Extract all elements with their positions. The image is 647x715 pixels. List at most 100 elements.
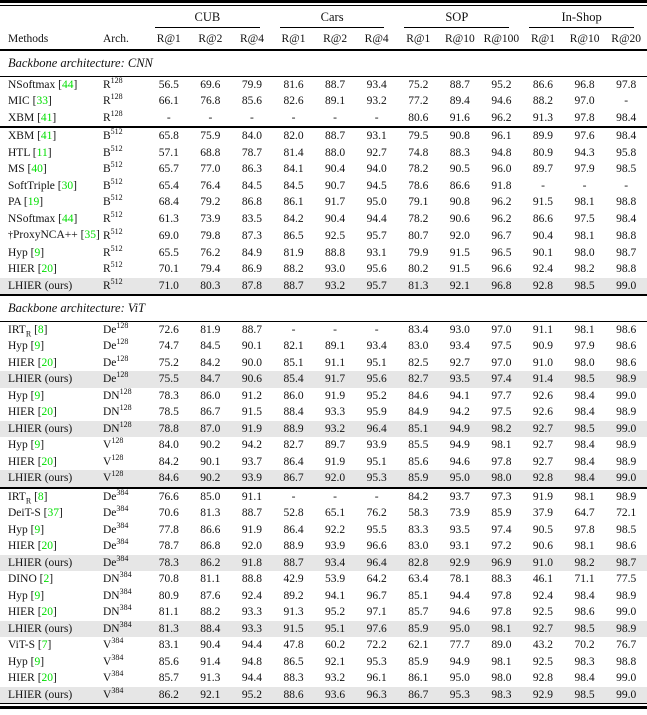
value-cell: 37.9 [532,507,554,519]
value-cell: 82.0 [283,130,304,142]
value-cell: 91.3 [200,672,221,684]
value-cell: 86.6 [532,78,554,91]
value-cell: 90.4 [532,229,554,242]
value-cell: 78.1 [449,573,470,585]
value-cell: 80.9 [532,146,554,159]
method-cell: IRTR [8] [8,490,48,505]
value-cell: 98.5 [616,523,637,536]
table-row: †ProxyNCA++ [35] R512 69.0 79.8 87.3 86.5 92.5… [0,227,647,245]
value-cell: 86.7 [272,470,315,489]
group-header-inshop: In-Shop [522,6,647,28]
table-row: LHIER (ours) De128 75.5 84.7 90.6 85.4 91.7 95.… [0,371,647,388]
value-cell: 83.3 [408,523,429,536]
value-cell: 98.5 [563,686,606,703]
value-cell: 93.9 [325,540,346,552]
arch-cell: V128 [102,470,148,489]
arch-cell: DN384 [103,604,132,618]
value-cell: 94.6 [449,606,470,618]
value-cell: 96.3 [355,686,398,703]
value-cell: 92.8 [522,277,564,295]
value-cell: 83.1 [158,639,179,651]
method-cell: LHIER (ours) [0,277,102,295]
value-cell: 61.3 [158,212,179,225]
value-cell: 81.3 [397,277,440,295]
citation-ref: 11 [36,146,48,159]
value-cell: 98.8 [616,229,637,242]
value-cell: 97.7 [491,389,512,402]
arch-cell: DN128 [103,404,132,418]
value-cell: 82.1 [283,340,304,352]
table-row: Hyp [9] DN128 78.3 86.0 91.2 86.0 91.9 95.2 84.6… [0,388,647,405]
value-cell: 68.8 [200,146,221,159]
value-cell: 96.5 [491,246,512,259]
citation-ref: 9 [34,523,41,536]
value-cell: 96.2 [491,212,512,225]
arch-dim-superscript: 128 [119,420,132,429]
value-cell: 93.9 [366,439,387,451]
col-header-cub-r4: R@4 [239,32,264,45]
citation-ref: 19 [27,196,40,208]
value-cell: 88.7 [241,323,262,336]
value-cell: 91.0 [522,554,564,571]
arch-cell: DN384 [103,587,132,602]
value-cell: 82.7 [397,371,440,388]
value-cell: 94.9 [439,420,481,437]
method-cell: XBM [41] [8,130,57,142]
citation-ref: 9 [34,589,41,602]
citation-ref: 7 [41,639,48,651]
value-cell: 98.4 [563,470,606,489]
citation-ref: 20 [41,406,54,418]
value-cell: 95.2 [366,389,387,402]
arch-cell: R512 [103,261,123,275]
value-cell: 91.5 [449,263,470,275]
table-row: XBM [41] B512 65.8 75.9 84.0 82.0 88.7 93.1 79.5… [0,127,647,145]
arch-dim-superscript: 512 [110,127,123,137]
value-cell: 73.9 [200,212,221,225]
value-cell: 85.0 [200,490,221,503]
value-cell: 98.6 [616,323,637,336]
method-cell: Hyp [9] [8,340,45,352]
value-cell: 81.6 [283,78,304,91]
value-cell: - [374,490,379,503]
table-row: Hyp [9] V128 84.0 90.2 94.2 82.7 89.7 93.9 85.5 9… [0,437,647,454]
value-cell: 52.8 [283,507,304,519]
value-cell: 99.0 [616,389,637,402]
value-cell: 98.4 [574,455,595,468]
value-cell: 92.1 [189,686,232,703]
value-cell: 88.9 [283,540,304,552]
value-cell: 90.2 [200,439,221,451]
value-cell: 92.4 [241,589,262,602]
value-cell: 96.6 [366,540,387,552]
citation-ref: 41 [40,130,53,142]
value-cell: 82.8 [397,554,440,571]
value-cell: 85.1 [408,589,429,602]
value-cell: 79.8 [200,229,221,242]
value-cell: 89.0 [491,639,512,651]
value-cell: 98.7 [605,554,647,571]
table-row: MIC [33] R128 66.1 76.8 85.6 82.6 89.1 93.2 77.2… [0,93,647,110]
arch-cell: B512 [103,161,123,175]
value-cell: 85.6 [158,655,179,668]
value-cell: 86.4 [283,523,304,536]
value-cell: 99.0 [605,686,647,703]
value-cell: 98.1 [574,196,595,208]
table-row: Hyp [9] DN384 80.9 87.6 92.4 89.2 94.1 96.7 85.1… [0,588,647,605]
value-cell: 85.4 [272,371,315,388]
arch-cell: V384 [103,637,124,651]
value-cell: 64.7 [574,507,595,519]
value-cell: 96.8 [480,277,523,295]
col-header-inshop-r20: R@20 [611,32,642,45]
arch-cell: DN128 [103,387,132,402]
value-cell: 91.8 [491,179,512,192]
value-cell: 93.7 [241,455,262,468]
value-cell: 91.1 [241,490,262,503]
value-cell: 90.4 [200,639,221,651]
arch-dim-superscript: 512 [110,194,123,203]
value-cell: 91.4 [200,655,221,668]
value-cell: 85.9 [408,655,429,668]
value-cell: 88.4 [283,406,304,418]
value-cell: - [314,109,356,128]
arch-cell: DN128 [102,420,148,437]
value-cell: - [624,95,629,107]
value-cell: 93.2 [314,277,356,295]
